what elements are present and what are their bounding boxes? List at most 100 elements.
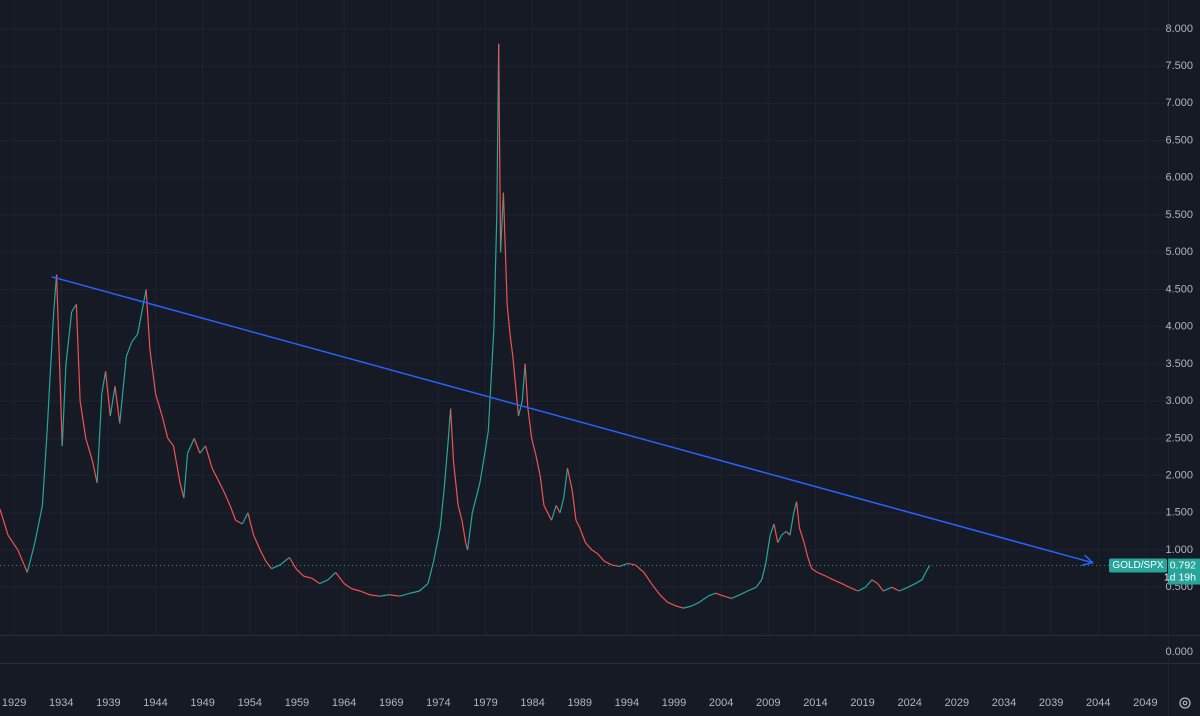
price-segment: [675, 605, 684, 609]
x-tick-label: 2009: [756, 697, 780, 709]
price-segment: [114, 386, 121, 424]
price-segment: [229, 505, 237, 521]
x-tick-label: 1979: [473, 697, 497, 709]
price-segment: [512, 356, 517, 387]
price-segment: [849, 586, 859, 592]
symbol-label-box: [1109, 558, 1167, 573]
price-segment: [506, 304, 511, 335]
price-segment: [259, 549, 267, 562]
price-segment: [634, 564, 645, 573]
price-segment: [85, 438, 93, 461]
price-segment: [547, 512, 553, 521]
price-segment: [627, 562, 636, 566]
price-segment: [343, 583, 352, 590]
price-segment: [571, 490, 577, 521]
price-segment: [555, 505, 561, 514]
price-segment: [483, 430, 489, 461]
price-segment: [543, 505, 549, 514]
price-segment: [667, 601, 677, 607]
price-segment: [199, 445, 206, 454]
price-segment: [427, 561, 435, 584]
price-segment: [172, 445, 181, 484]
settings-icon[interactable]: [1179, 697, 1191, 709]
price-segment: [883, 586, 893, 592]
price-segment: [591, 549, 598, 555]
price-segment: [864, 579, 873, 588]
price-segment: [34, 505, 44, 543]
price-segment: [502, 192, 508, 305]
y-tick-label: 6.500: [1165, 134, 1193, 146]
price-segment: [761, 564, 767, 580]
price-segment: [311, 577, 320, 585]
price-segment: [104, 371, 111, 417]
price-segment: [351, 588, 361, 592]
price-segment: [597, 553, 605, 562]
price-segment: [137, 304, 144, 335]
x-tick-label: 2039: [1039, 697, 1063, 709]
price-segment: [781, 530, 787, 536]
price-segment: [327, 571, 337, 581]
price-segment: [731, 594, 741, 599]
x-tick-label: 1944: [143, 697, 167, 709]
price-label-box: [1168, 558, 1200, 585]
price-segment: [891, 586, 900, 592]
price-segment: [490, 326, 495, 379]
price-segment: [493, 215, 498, 327]
price-segment: [659, 594, 668, 603]
price-segment: [433, 527, 441, 562]
price-segment: [279, 557, 290, 566]
x-tick-label: 2034: [992, 697, 1016, 709]
settings-button[interactable]: [1179, 697, 1191, 709]
price-segment: [611, 564, 620, 568]
price-segment: [79, 401, 87, 439]
price-segment: [96, 393, 103, 484]
price-segment: [26, 542, 36, 573]
price-segment: [247, 512, 255, 536]
price-segment: [857, 586, 866, 592]
price-segment: [71, 304, 77, 313]
price-segment: [764, 535, 771, 566]
price-segment: [563, 468, 569, 499]
y-tick-label: 3.500: [1165, 358, 1193, 370]
price-segment: [461, 520, 467, 543]
y-tick-label: 8.000: [1165, 23, 1193, 35]
price-segment: [295, 568, 304, 577]
x-tick-label: 1964: [332, 697, 356, 709]
price-segment: [517, 400, 523, 417]
price-segment: [817, 571, 827, 577]
price-segment: [303, 575, 313, 579]
price-segment: [566, 468, 573, 491]
price-segment: [319, 579, 329, 585]
price-segment: [125, 341, 133, 357]
price-segment: [509, 334, 514, 357]
price-segment: [550, 505, 557, 521]
y-tick-label: 3.000: [1165, 395, 1193, 407]
price-segment: [235, 519, 243, 525]
price-segment: [379, 594, 390, 597]
price-segment: [527, 408, 533, 439]
y-tick-label: 2.000: [1165, 470, 1193, 482]
price-segment: [534, 453, 541, 476]
price-segment: [288, 557, 297, 569]
y-tick-label: 1.000: [1165, 544, 1193, 556]
price-segment: [359, 590, 370, 596]
price-segment: [487, 378, 492, 431]
price-segment: [65, 311, 73, 364]
x-tick-label: 2049: [1133, 697, 1157, 709]
settings-icon-core[interactable]: [1182, 700, 1188, 706]
price-segment: [807, 557, 813, 569]
price-segment: [204, 445, 213, 469]
price-segment: [41, 430, 48, 506]
price-segment: [699, 595, 709, 603]
price-segment: [877, 583, 884, 592]
x-tick-label: 1929: [2, 697, 26, 709]
price-segment: [466, 512, 473, 551]
price-segment: [369, 594, 380, 597]
price-segment: [739, 590, 748, 596]
price-segment: [769, 523, 775, 536]
price-segment: [785, 531, 791, 536]
price-segment: [222, 490, 231, 506]
x-tick-label: 1989: [568, 697, 592, 709]
